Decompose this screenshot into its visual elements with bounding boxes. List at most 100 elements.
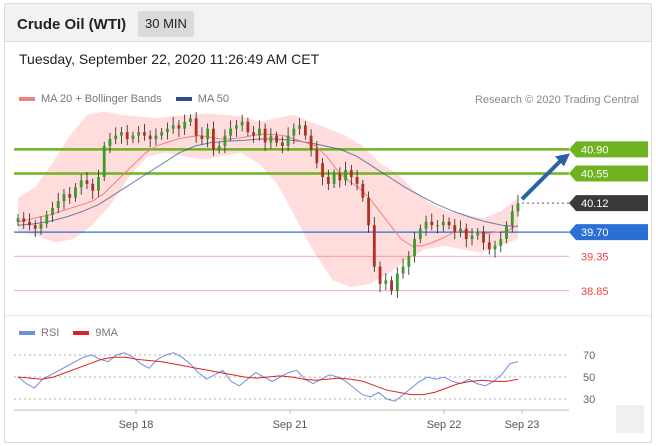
price-legend: MA 20 + Bollinger Bands MA 50 xyxy=(19,93,243,105)
candle-body xyxy=(154,135,158,140)
candle-body xyxy=(229,128,233,136)
candle-body xyxy=(143,132,146,136)
x-tick-label: Sep 18 xyxy=(119,419,154,431)
price-tag-box xyxy=(569,224,648,241)
candle-body xyxy=(441,221,445,226)
rsi-tick-label: 70 xyxy=(583,350,595,362)
price-tag-label: 40.12 xyxy=(581,198,609,210)
candle-body xyxy=(263,128,267,143)
candle-body xyxy=(436,225,439,227)
candle-body xyxy=(413,239,416,257)
legend-9ma-label: 9MA xyxy=(95,327,118,339)
candle-body xyxy=(194,118,198,136)
current-price-tag: 40.12 xyxy=(569,195,648,212)
candle-body xyxy=(189,118,192,122)
candle-body xyxy=(62,194,66,202)
x-tick-label: Sep 21 xyxy=(273,419,308,431)
candle-body xyxy=(68,194,72,198)
candle-body xyxy=(401,266,405,274)
legend-rsi-label: RSI xyxy=(41,327,60,339)
candle-body xyxy=(516,203,520,212)
candle-body xyxy=(137,132,141,136)
candle-body xyxy=(114,135,118,140)
candle-body xyxy=(39,223,43,229)
candle-body xyxy=(252,132,256,136)
candle-body xyxy=(447,221,451,226)
candle-body xyxy=(321,163,324,177)
rsi-9ma-line xyxy=(17,356,519,396)
ma9-swatch-icon xyxy=(73,331,90,335)
candle-body xyxy=(493,245,497,250)
candle-body xyxy=(298,125,302,129)
x-tick-label: Sep 23 xyxy=(505,419,540,431)
candle-body xyxy=(372,225,376,267)
legend-ma50-label: MA 50 xyxy=(197,93,229,105)
legend-rsi: RSI xyxy=(19,327,59,339)
candle-body xyxy=(183,121,187,129)
candle-body xyxy=(217,145,221,150)
resistance-price-tag: 40.90 xyxy=(569,141,648,158)
legend-9ma: 9MA xyxy=(73,327,118,339)
candle-body xyxy=(120,132,123,136)
candle-body xyxy=(131,135,135,140)
candle-body xyxy=(424,221,428,229)
pivot-price-tag: 39.70 xyxy=(569,224,648,241)
expand-button[interactable] xyxy=(616,405,644,433)
candle-body xyxy=(177,125,181,129)
instrument-title: Crude Oil (WTI) xyxy=(17,16,127,33)
candle-body xyxy=(16,218,20,222)
candle-body xyxy=(240,121,244,126)
candle-body xyxy=(148,135,152,140)
candle-body xyxy=(499,239,503,246)
candle-body xyxy=(286,135,290,146)
candle-body xyxy=(206,128,210,140)
candle-body xyxy=(459,228,462,233)
candle-body xyxy=(102,145,106,177)
price-tag-box xyxy=(569,141,648,158)
candle-body xyxy=(223,135,227,146)
candle-body xyxy=(332,173,336,184)
price-tag-label: 39.70 xyxy=(581,227,609,239)
candle-body xyxy=(476,232,480,236)
ma20-swatch-icon xyxy=(19,97,35,101)
forecast-arrow xyxy=(520,157,564,201)
candle-body xyxy=(470,235,474,240)
candle-body xyxy=(338,173,342,181)
price-tag-box xyxy=(569,195,648,212)
candle-body xyxy=(361,183,365,198)
candle-body xyxy=(487,242,491,250)
support-label: 38.85 xyxy=(581,286,609,298)
rsi-swatch-icon xyxy=(19,331,35,335)
candle-body xyxy=(85,180,89,184)
interval-badge[interactable]: 30 MIN xyxy=(138,11,194,37)
candle-body xyxy=(200,135,204,140)
price-tag-box xyxy=(569,165,648,182)
candle-body xyxy=(326,176,330,184)
candle-body xyxy=(355,176,359,184)
candle-body xyxy=(349,170,353,177)
candle-body xyxy=(212,128,215,150)
support-label: 39.35 xyxy=(581,251,609,263)
candle-body xyxy=(344,170,347,181)
candle-body xyxy=(309,135,313,150)
candle-body xyxy=(22,218,26,222)
candle-body xyxy=(160,132,164,136)
ma50-line xyxy=(17,138,519,228)
candle-body xyxy=(315,149,319,164)
candle-body xyxy=(292,128,296,136)
candle-body xyxy=(482,232,485,243)
candle-body xyxy=(28,221,31,226)
x-tick-label: Sep 22 xyxy=(427,419,462,431)
candle-body xyxy=(108,139,112,146)
candle-body xyxy=(97,176,100,191)
candle-body xyxy=(125,132,129,140)
chart-widget: Crude Oil (WTI) 30 MIN Tuesday, Septembe… xyxy=(4,3,652,443)
panel-divider xyxy=(5,315,651,316)
candle-body xyxy=(384,280,388,284)
candle-body xyxy=(407,256,411,267)
candle-body xyxy=(430,221,434,226)
candle-body xyxy=(275,135,279,143)
bollinger-band xyxy=(18,111,518,288)
legend-ma50: MA 50 xyxy=(175,93,229,105)
legend-ma20: MA 20 + Bollinger Bands xyxy=(19,93,162,105)
